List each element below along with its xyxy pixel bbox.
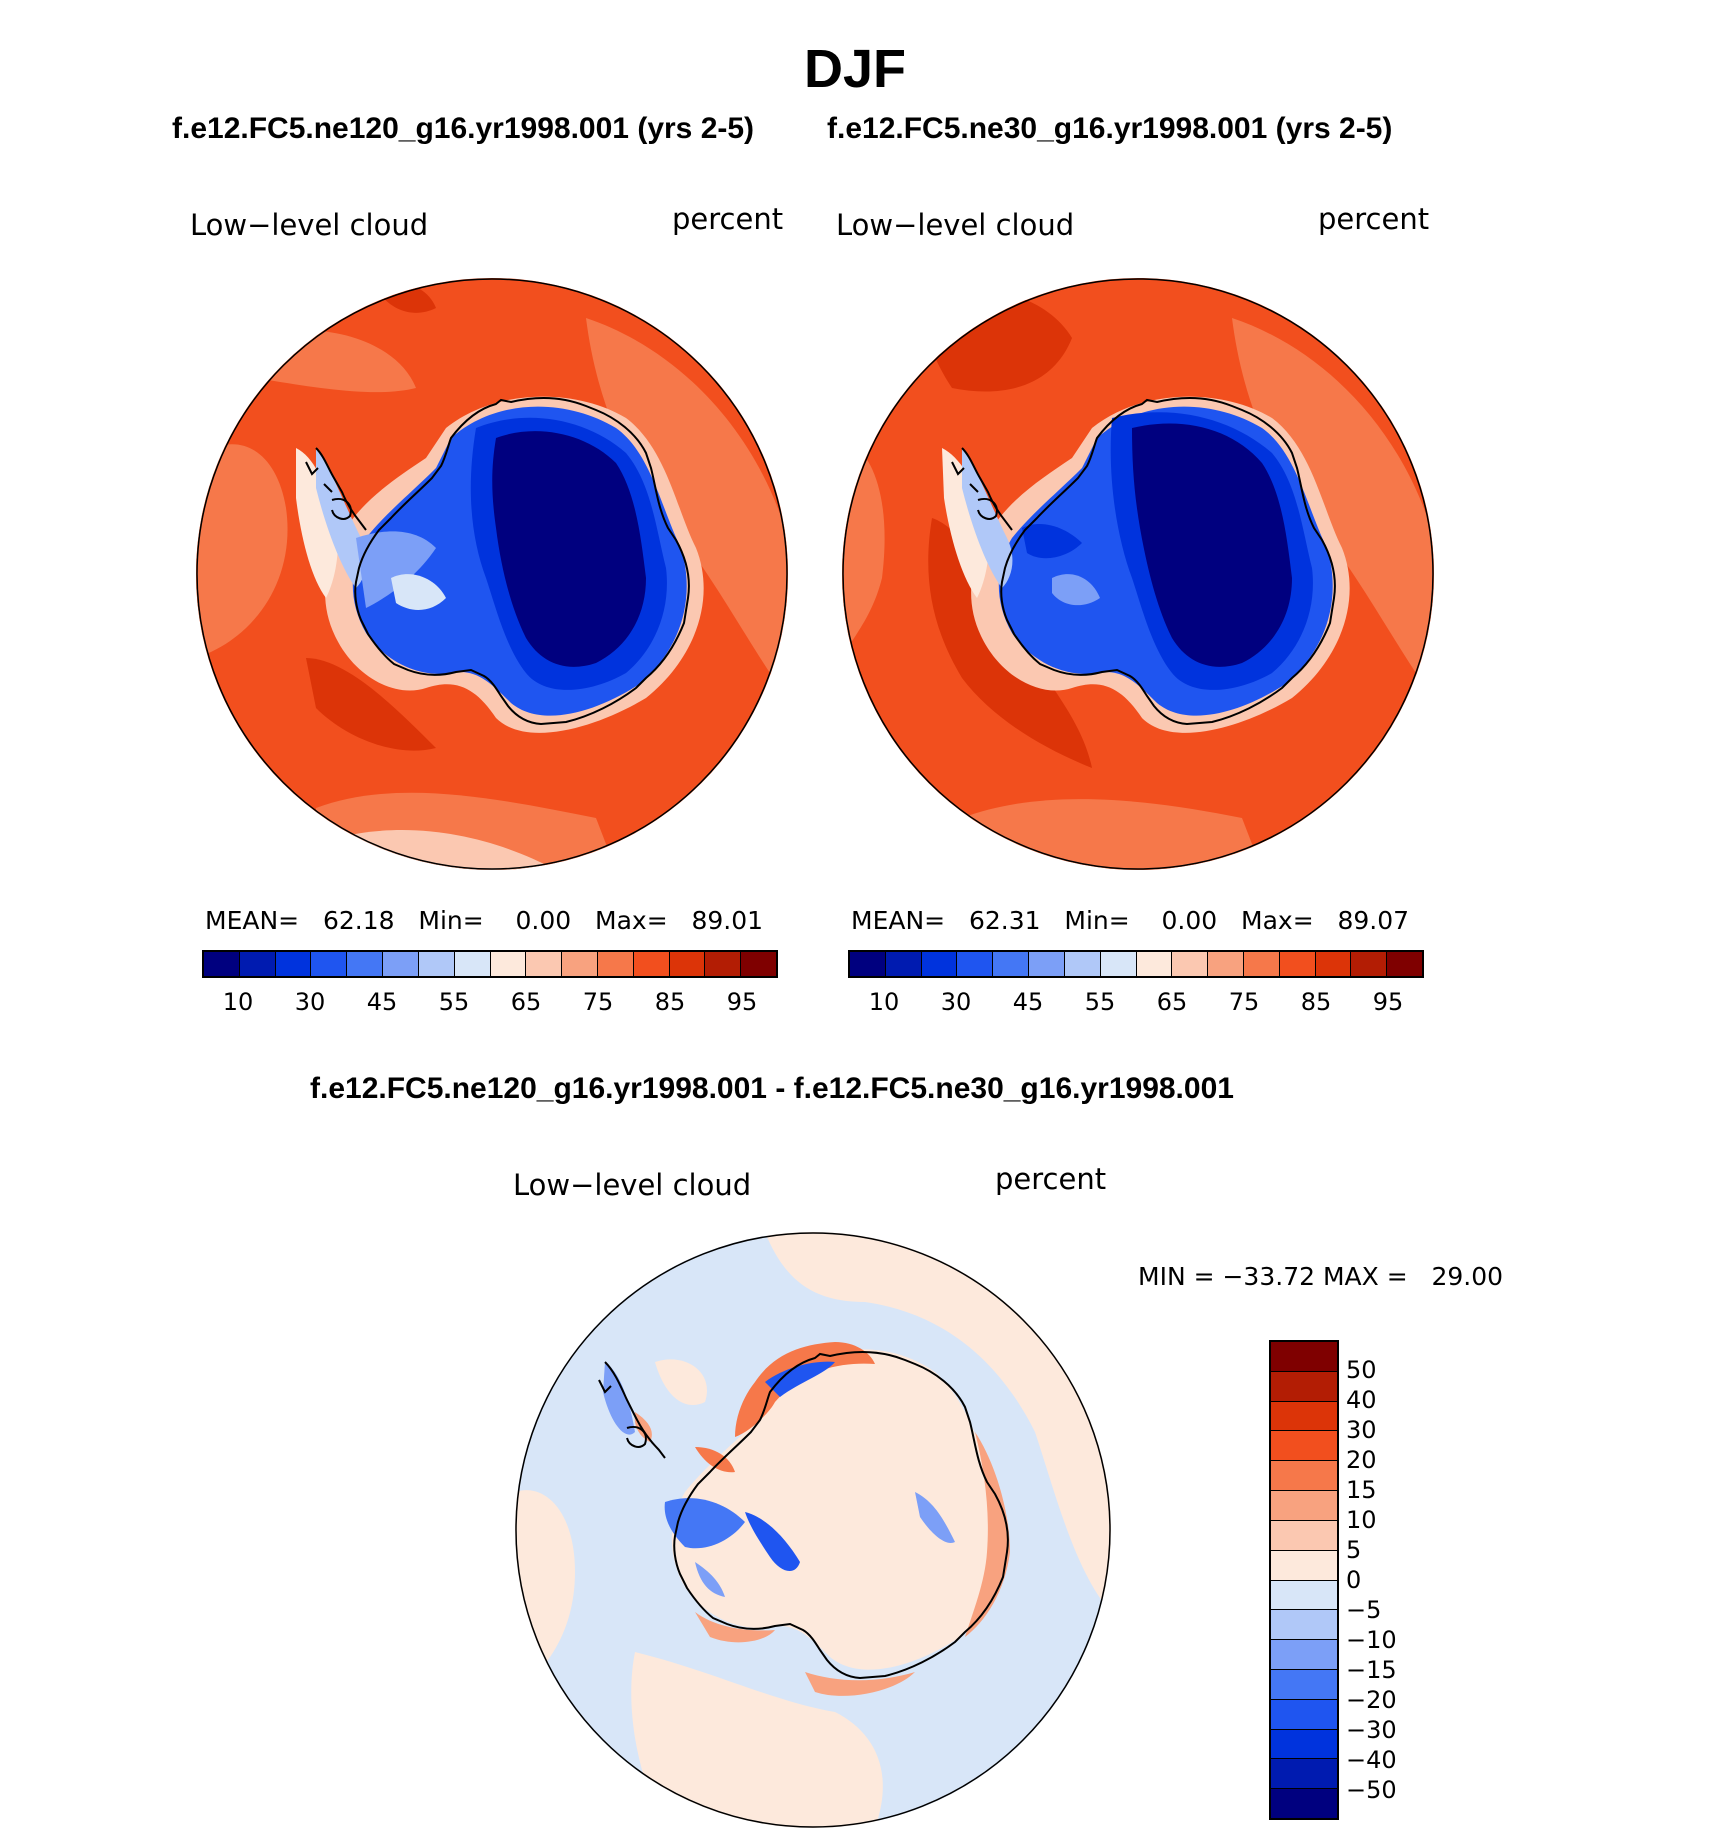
colorbar-swatch <box>1100 952 1137 976</box>
colorbar-swatch <box>1271 1580 1337 1611</box>
colorbar-swatch <box>239 952 276 976</box>
panel-left-variable: Low−level cloud <box>190 208 429 242</box>
colorbar-swatch <box>1387 952 1422 976</box>
colorbar-left <box>202 950 778 978</box>
colorbar-tick-label: −10 <box>1346 1626 1397 1654</box>
colorbar-swatch <box>633 952 670 976</box>
colorbar-tick-label: 10 <box>1346 1506 1377 1534</box>
colorbar-swatch <box>1271 1401 1337 1432</box>
colorbar-tick-label: 20 <box>1346 1446 1377 1474</box>
colorbar-swatch <box>850 952 886 976</box>
colorbar-swatch <box>993 952 1030 976</box>
colorbar-swatch <box>1172 952 1209 976</box>
colorbar-swatch <box>1243 952 1280 976</box>
colorbar-tick-label: 65 <box>1156 988 1188 1016</box>
colorbar-tick-label: −15 <box>1346 1656 1397 1684</box>
colorbar-swatch <box>1271 1342 1337 1372</box>
map-difference <box>515 1232 1111 1828</box>
diff-minmax: MIN = −33.72 MAX = 29.00 <box>1138 1262 1504 1291</box>
colorbar-swatch <box>1208 952 1244 976</box>
colorbar-swatch <box>1271 1729 1337 1760</box>
colorbar-tick-label: 40 <box>1346 1386 1377 1414</box>
colorbar-tick-label: 75 <box>1228 988 1260 1016</box>
colorbar-tick-label: 30 <box>940 988 972 1016</box>
colorbar-swatch <box>1029 952 1065 976</box>
colorbar-tick-label: −40 <box>1346 1746 1397 1774</box>
colorbar-swatch <box>490 952 527 976</box>
map-right <box>842 278 1434 870</box>
panel-left-units: percent <box>672 202 784 236</box>
colorbar-tick-label: 65 <box>510 988 542 1016</box>
colorbar-tick-label: 30 <box>1346 1416 1377 1444</box>
colorbar-tick-label: 95 <box>1372 988 1404 1016</box>
colorbar-swatch <box>885 952 922 976</box>
colorbar-swatch <box>957 952 994 976</box>
panel-left-title: f.e12.FC5.ne120_g16.yr1998.001 (yrs 2-5) <box>172 112 755 145</box>
panel-right-variable: Low−level cloud <box>836 208 1075 242</box>
colorbar-tick-label: 95 <box>726 988 758 1016</box>
colorbar-swatch <box>1271 1491 1337 1521</box>
diff-variable: Low−level cloud <box>513 1168 752 1202</box>
colorbar-tick-label: 50 <box>1346 1356 1377 1384</box>
colorbar-tick-label: −5 <box>1346 1596 1382 1624</box>
colorbar-tick-label: 0 <box>1346 1566 1362 1594</box>
colorbar-difference <box>1269 1340 1339 1820</box>
colorbar-tick-label: 55 <box>1084 988 1116 1016</box>
colorbar-tick-label: 85 <box>1300 988 1332 1016</box>
colorbar-swatch <box>275 952 312 976</box>
colorbar-swatch <box>669 952 706 976</box>
colorbar-tick-label: −20 <box>1346 1686 1397 1714</box>
colorbar-swatch <box>1271 1550 1337 1581</box>
colorbar-swatch <box>454 952 491 976</box>
colorbar-tick-label: 85 <box>654 988 686 1016</box>
colorbar-swatch <box>347 952 384 976</box>
colorbar-tick-label: −50 <box>1346 1776 1397 1804</box>
colorbar-swatch <box>1271 1640 1337 1670</box>
colorbar-swatch <box>921 952 958 976</box>
colorbar-swatch <box>705 952 742 976</box>
colorbar-swatch <box>1271 1461 1337 1492</box>
colorbar-tick-label: 10 <box>868 988 900 1016</box>
colorbar-tick-label: 5 <box>1346 1536 1362 1564</box>
colorbar-swatch <box>1271 1789 1337 1818</box>
panel-right-title: f.e12.FC5.ne30_g16.yr1998.001 (yrs 2-5) <box>827 112 1393 145</box>
colorbar-swatch <box>1351 952 1388 976</box>
colorbar-tick-label: 45 <box>366 988 398 1016</box>
panel-right-stats: MEAN= 62.31 Min= 0.00 Max= 89.07 <box>851 906 1410 935</box>
colorbar-tick-label: 45 <box>1012 988 1044 1016</box>
map-left <box>196 278 788 870</box>
colorbar-tick-label: −30 <box>1346 1716 1397 1744</box>
colorbar-swatch <box>311 952 348 976</box>
panel-left-stats: MEAN= 62.18 Min= 0.00 Max= 89.01 <box>205 906 764 935</box>
colorbar-swatch <box>1279 952 1316 976</box>
figure-title: DJF <box>803 39 906 99</box>
colorbar-tick-label: 30 <box>294 988 326 1016</box>
colorbar-swatch <box>597 952 634 976</box>
colorbar-right <box>848 950 1424 978</box>
colorbar-tick-label: 55 <box>438 988 470 1016</box>
diff-panel-title: f.e12.FC5.ne120_g16.yr1998.001 - f.e12.F… <box>310 1072 1234 1105</box>
colorbar-swatch <box>1271 1610 1337 1641</box>
colorbar-swatch <box>1271 1699 1337 1730</box>
colorbar-swatch <box>418 952 455 976</box>
colorbar-tick-label: 15 <box>1346 1476 1377 1504</box>
colorbar-swatch <box>1271 1520 1337 1551</box>
colorbar-swatch <box>1271 1431 1337 1462</box>
colorbar-swatch <box>1315 952 1352 976</box>
colorbar-swatch <box>1271 1669 1337 1700</box>
colorbar-swatch <box>1136 952 1173 976</box>
panel-right-units: percent <box>1318 202 1430 236</box>
colorbar-swatch <box>562 952 598 976</box>
colorbar-swatch <box>741 952 776 976</box>
colorbar-swatch <box>204 952 240 976</box>
colorbar-swatch <box>383 952 419 976</box>
colorbar-swatch <box>1271 1371 1337 1402</box>
colorbar-swatch <box>526 952 563 976</box>
colorbar-swatch <box>1271 1759 1337 1790</box>
colorbar-tick-label: 10 <box>222 988 254 1016</box>
diff-units: percent <box>995 1162 1107 1196</box>
colorbar-swatch <box>1064 952 1101 976</box>
colorbar-tick-label: 75 <box>582 988 614 1016</box>
